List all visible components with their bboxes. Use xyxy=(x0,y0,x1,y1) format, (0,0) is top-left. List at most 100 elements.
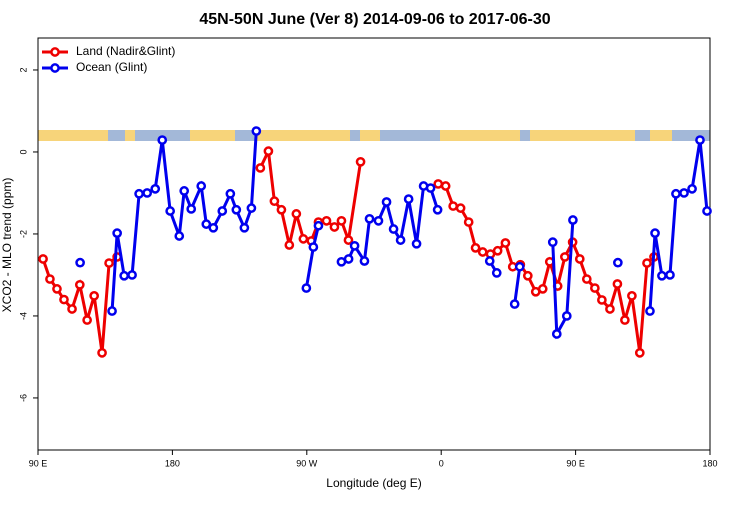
data-point xyxy=(455,203,466,213)
chart-title: 45N-50N June (Ver 8) 2014-09-06 to 2017-… xyxy=(199,11,550,28)
data-point xyxy=(255,163,266,173)
data-point xyxy=(679,188,689,198)
data-point xyxy=(59,294,69,305)
data-point xyxy=(157,135,168,145)
data-point xyxy=(284,240,295,250)
data-point xyxy=(702,206,712,216)
plot-box xyxy=(37,37,711,451)
data-point xyxy=(107,306,117,316)
data-point xyxy=(381,197,392,207)
y-tick-label: 0 xyxy=(18,149,28,154)
data-point xyxy=(246,203,257,213)
data-point xyxy=(612,279,623,289)
data-point xyxy=(97,347,107,358)
x-tick-label: 90 E xyxy=(29,458,48,468)
data-point xyxy=(329,222,340,232)
data-point xyxy=(509,299,520,309)
data-point xyxy=(388,224,399,234)
data-point xyxy=(463,217,474,227)
data-point xyxy=(75,257,85,268)
data-point xyxy=(687,184,697,194)
legend-marker xyxy=(50,47,60,57)
series-line xyxy=(110,130,709,340)
data-point xyxy=(448,201,458,211)
data-point xyxy=(127,270,137,280)
data-point xyxy=(82,315,92,325)
data-point xyxy=(432,204,443,215)
data-point xyxy=(208,222,219,233)
data-point xyxy=(201,219,212,229)
data-point xyxy=(561,311,572,321)
data-point xyxy=(492,245,503,256)
data-point xyxy=(425,183,436,193)
y-tick-label: -2 xyxy=(18,230,28,238)
data-point xyxy=(150,184,161,194)
data-point xyxy=(581,274,592,284)
data-point xyxy=(477,247,488,257)
y-tick-label: 2 xyxy=(18,67,28,72)
data-point xyxy=(634,347,645,358)
data-point xyxy=(142,188,153,198)
data-point xyxy=(551,329,562,339)
y-tick-label: -4 xyxy=(18,312,28,320)
data-point xyxy=(484,256,495,266)
data-point xyxy=(522,270,533,281)
data-point xyxy=(52,284,62,294)
y-tick-label: -6 xyxy=(18,394,28,402)
data-point xyxy=(89,291,99,301)
x-tick-label: 0 xyxy=(439,458,444,468)
data-point xyxy=(174,231,185,241)
data-point xyxy=(217,206,228,216)
data-point xyxy=(537,284,548,294)
data-point xyxy=(343,254,354,264)
data-point xyxy=(364,213,375,224)
data-point xyxy=(301,283,312,293)
data-point xyxy=(196,181,207,191)
data-point xyxy=(251,126,262,136)
data-point xyxy=(119,270,130,281)
data-point xyxy=(298,234,309,244)
x-tick-label: 180 xyxy=(165,458,180,468)
map-strip xyxy=(38,130,710,141)
data-point xyxy=(650,228,660,238)
data-point xyxy=(568,215,578,225)
data-point xyxy=(263,146,274,156)
data-point xyxy=(671,188,681,199)
data-point xyxy=(574,254,585,264)
data-point xyxy=(38,254,48,264)
data-point xyxy=(359,256,370,266)
legend-label: Land (Nadir&Glint) xyxy=(76,44,175,58)
data-point xyxy=(411,238,422,249)
data-point xyxy=(642,258,652,268)
data-point xyxy=(104,258,114,268)
data-point xyxy=(500,238,511,248)
data-point xyxy=(231,204,242,215)
data-point xyxy=(395,235,406,245)
data-point xyxy=(269,196,280,207)
data-point xyxy=(308,242,319,252)
x-axis-label: Longitude (deg E) xyxy=(326,476,421,490)
data-point xyxy=(291,209,302,219)
data-point xyxy=(165,206,176,216)
data-point xyxy=(179,186,190,196)
x-tick-label: 90 W xyxy=(296,458,318,468)
data-point xyxy=(186,204,197,214)
data-point xyxy=(657,270,667,281)
data-point xyxy=(613,257,623,268)
data-point xyxy=(403,194,414,204)
data-point xyxy=(45,274,55,284)
data-point xyxy=(645,306,655,316)
x-tick-label: 90 E xyxy=(566,458,585,468)
data-point xyxy=(112,228,122,238)
y-axis-label: XCO2 - MLO trend (ppm) xyxy=(0,178,14,313)
data-point xyxy=(373,215,384,226)
data-point xyxy=(433,179,444,189)
data-point xyxy=(470,243,481,253)
data-point xyxy=(597,295,607,305)
data-point xyxy=(313,220,324,231)
legend-label: Ocean (Glint) xyxy=(76,60,147,74)
data-point xyxy=(559,252,570,262)
data-point xyxy=(605,304,615,314)
data-point xyxy=(665,270,675,280)
